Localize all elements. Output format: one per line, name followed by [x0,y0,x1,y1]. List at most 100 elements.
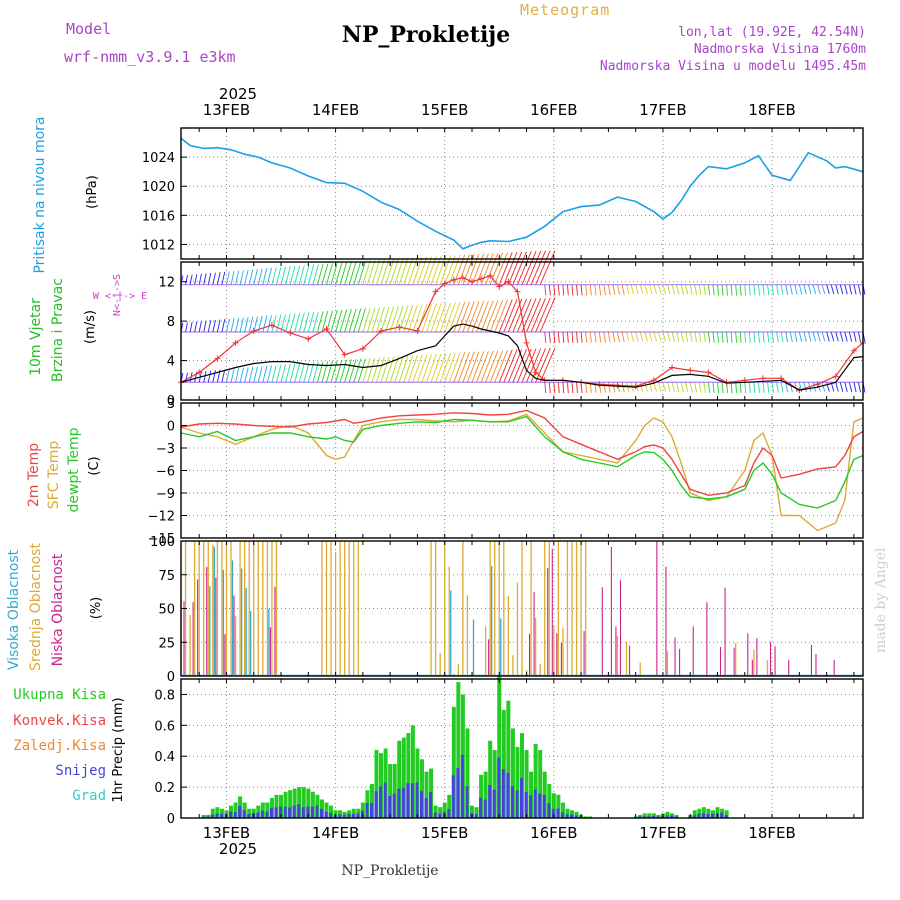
precip-bar-snow [401,788,405,818]
wind-vector [216,272,221,285]
y-tick-label-1: 8 [167,315,175,330]
wind-vector [403,355,414,383]
wind-vector [494,299,508,333]
precip-unit: 1hr Precip (mm) [111,697,126,802]
wind-vector [498,349,513,383]
wind-vector [703,382,706,393]
wind-vector [653,284,657,295]
precip-bar-total [515,746,520,818]
wind-vector [198,321,202,333]
wind-vector [276,364,282,383]
precip-bar-snow [670,815,674,818]
precip-bar-total [219,808,224,818]
wind-vector [239,367,244,383]
wind-vector [435,303,447,333]
wind-vector [271,365,277,383]
wind-vector [335,360,343,383]
wind-vector [266,365,272,383]
precip-bar-snow [342,814,346,818]
y-tick-label-3: 75 [158,569,175,584]
wind-vector [621,331,625,342]
wind-vector [430,353,442,383]
wind-vector [689,382,693,393]
cloud-label-mid: Srednja Oblacnost [28,543,44,671]
wind-vector [530,297,546,333]
wind-vector [794,331,798,342]
precip-bar-snow [351,813,355,818]
wind-vector [316,263,324,285]
wind-gust-marker [359,345,366,352]
precip-bar-total [520,733,524,818]
precip-bar-snow [533,789,537,818]
precip-bar-total [533,743,538,818]
wind-vector [248,316,254,333]
precip-bar-snow [656,816,660,818]
wind-vector [730,382,733,394]
precip-bar-snow [510,786,514,818]
wind-vector [485,300,499,333]
y-tick-label-4: 0.4 [154,750,175,765]
wind-vector [389,356,399,383]
wind-vector [539,250,556,285]
wind-gust-marker [459,274,466,281]
wind-vector [480,300,494,333]
temp-label-sfc: SFC Temp [46,441,62,510]
wind-vector [844,284,848,295]
wind-vector [298,312,305,333]
wind-vector [539,297,556,333]
wind-vector [803,331,807,342]
wind-vector [562,331,565,343]
wind-vector [330,360,338,383]
wind-vector [303,362,310,383]
y-tick-label-3: 50 [158,603,175,618]
wind-vector [826,284,830,295]
wind-gust-marker [378,328,385,334]
wind-vector [435,353,447,383]
wind-vector [353,358,362,383]
wind-vector [203,320,207,333]
wind-vector [594,331,597,343]
wind-vector [544,382,547,394]
wind-vector [535,348,551,383]
wind-vector [776,284,779,296]
wind-vector [326,310,333,333]
wind-vector [644,284,648,295]
elevation-text: Nadmorska Visina 1760m [694,42,866,57]
precip-bar-snow [306,806,310,818]
wind-vector [776,382,779,393]
product-name: Meteogram [520,1,610,19]
wind-vector [207,320,212,333]
wind-vector [285,313,291,333]
precip-bar-total [374,750,379,818]
day-label-top: 18FEB [748,101,795,119]
wind-vector [598,331,602,343]
wind-vector [535,297,551,333]
precip-bar-snow [379,786,383,818]
precip-bar-snow [229,811,233,818]
precip-bar-snow [429,792,433,818]
precip-bar-snow [515,790,519,818]
wind-vector [694,331,698,343]
pressure-labels: Pritisak na nivou mora (hPa) [32,116,100,273]
precip-bar-snow [369,803,373,818]
day-label-bottom: 15FEB [421,824,468,842]
wind-vector [507,251,523,285]
precip-bar-snow [383,782,387,818]
wind-vector [567,284,569,296]
wind-vector [762,284,765,296]
wind-vector [489,252,504,285]
precip-bar-total [697,808,702,818]
wind-vector [298,265,305,285]
precip-bar-snow [388,796,392,818]
precip-bar-total [351,808,356,818]
wind-vector [521,251,537,285]
precip-label-frozen: Zaledj.Kisa [13,738,106,754]
wind-dir-legend-v: N<-|->S [112,274,123,316]
precip-bar-total [670,813,675,818]
panel-frame-0 [180,127,864,260]
wind-vector [603,331,606,343]
wind-vector [753,331,756,343]
precip-bar-snow [547,803,551,818]
precip-label-conv: Konvek.Kisa [13,713,106,729]
wind-gust-marker [232,339,239,346]
